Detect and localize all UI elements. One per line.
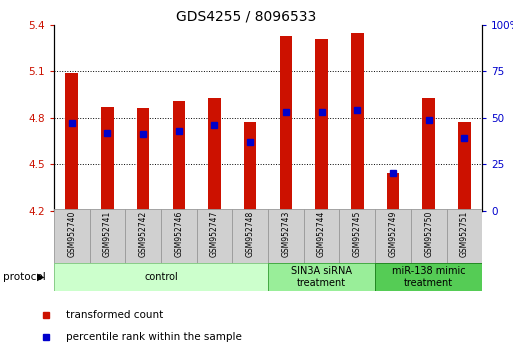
Text: miR-138 mimic
treatment: miR-138 mimic treatment <box>392 266 465 288</box>
Bar <box>446 209 482 264</box>
Bar <box>244 122 256 211</box>
Text: GSM952748: GSM952748 <box>246 211 254 257</box>
Bar <box>90 209 125 264</box>
Bar <box>387 173 399 211</box>
Bar <box>232 209 268 264</box>
Bar <box>54 263 268 291</box>
Text: percentile rank within the sample: percentile rank within the sample <box>66 332 242 342</box>
Text: GSM952746: GSM952746 <box>174 211 183 257</box>
Text: GSM952745: GSM952745 <box>353 211 362 257</box>
Text: GSM952742: GSM952742 <box>139 211 148 257</box>
Text: protocol: protocol <box>3 272 45 282</box>
Text: GSM952744: GSM952744 <box>317 211 326 257</box>
Bar <box>54 209 90 264</box>
Text: GSM952741: GSM952741 <box>103 211 112 257</box>
Bar <box>304 209 340 264</box>
Bar <box>458 122 470 211</box>
Text: GSM952740: GSM952740 <box>67 211 76 257</box>
Title: GDS4255 / 8096533: GDS4255 / 8096533 <box>176 10 317 24</box>
Bar <box>137 108 149 211</box>
Text: GSM952747: GSM952747 <box>210 211 219 257</box>
Text: transformed count: transformed count <box>66 310 163 320</box>
Bar <box>101 107 114 211</box>
Text: GSM952750: GSM952750 <box>424 211 433 257</box>
Bar <box>351 33 364 211</box>
Text: ▶: ▶ <box>37 272 45 282</box>
Bar <box>315 39 328 211</box>
Text: SIN3A siRNA
treatment: SIN3A siRNA treatment <box>291 266 352 288</box>
Bar <box>268 209 304 264</box>
Bar <box>375 263 482 291</box>
Bar <box>161 209 196 264</box>
Text: control: control <box>144 272 178 282</box>
Bar <box>208 98 221 211</box>
Text: GSM952743: GSM952743 <box>282 211 290 257</box>
Bar <box>422 98 435 211</box>
Text: GSM952749: GSM952749 <box>388 211 398 257</box>
Bar <box>375 209 411 264</box>
Bar <box>196 209 232 264</box>
Bar <box>340 209 375 264</box>
Bar <box>66 73 78 211</box>
Bar <box>280 36 292 211</box>
Text: GSM952751: GSM952751 <box>460 211 469 257</box>
Bar <box>268 263 375 291</box>
Bar <box>411 209 446 264</box>
Bar <box>125 209 161 264</box>
Bar <box>172 101 185 211</box>
